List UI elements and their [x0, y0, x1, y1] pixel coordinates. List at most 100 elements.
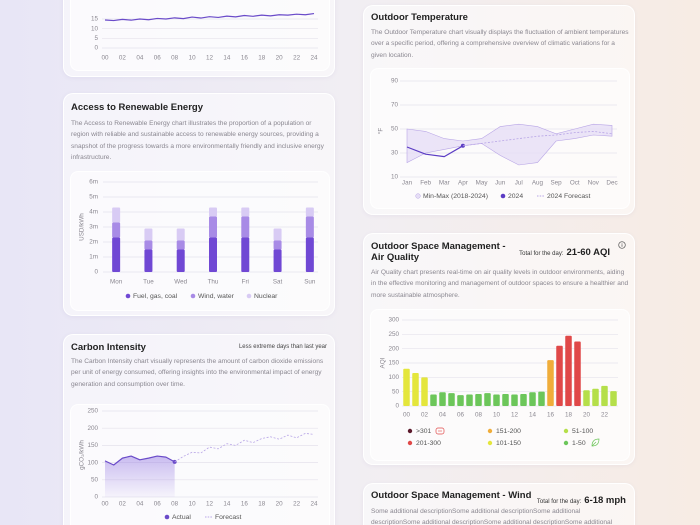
x-tick-label: 16 [241, 501, 249, 508]
x-tick-label: Wed [174, 279, 187, 286]
mask-icon [435, 427, 445, 435]
x-tick-label: 22 [293, 501, 301, 508]
x-tick-label: Sat [273, 279, 283, 286]
daily-total: Total for the day: 21-60 AQI [519, 242, 610, 260]
x-tick-label: May [476, 180, 489, 187]
bar [520, 393, 527, 406]
legend-swatch [487, 428, 493, 434]
bar-segment [112, 222, 121, 238]
x-tick-label: 08 [171, 55, 179, 62]
x-tick-label: Sep [550, 180, 562, 187]
bar-segment [209, 207, 217, 217]
bar [565, 335, 572, 406]
info-dot[interactable] [621, 242, 623, 244]
legend-swatch [563, 440, 569, 446]
x-tick-label: 18 [258, 55, 266, 62]
x-tick-label: 04 [136, 501, 144, 508]
bar-segment [241, 216, 250, 238]
x-tick-label: 12 [206, 501, 214, 508]
x-tick-label: 02 [421, 412, 429, 419]
y-tick-label: 50 [391, 126, 399, 133]
info-circle[interactable] [618, 241, 626, 249]
bar-segment [144, 240, 153, 250]
bar [583, 390, 590, 406]
mask-shape [435, 427, 445, 435]
x-tick-label: 20 [276, 55, 284, 62]
x-tick-label: Jun [495, 180, 506, 187]
card-description: The Outdoor Temperature chart visually d… [371, 29, 629, 59]
y-tick-label: 0 [395, 403, 399, 410]
y-axis-label: gCO₂/kWh [79, 440, 86, 470]
bar-segment [176, 240, 185, 250]
legend-swatch [407, 440, 413, 446]
y-tick-label: 0 [94, 45, 98, 52]
bar [412, 373, 419, 406]
bar [475, 393, 482, 406]
y-tick-label: 30 [391, 150, 399, 157]
x-tick-label: 14 [223, 55, 231, 62]
bar [457, 395, 464, 406]
legend-label: 151-200 [496, 428, 521, 435]
x-tick-label: Dec [606, 180, 617, 187]
legend-swatch [125, 293, 131, 299]
bar-segment [209, 237, 217, 272]
x-tick-label: 24 [310, 501, 318, 508]
x-tick-label: 02 [119, 55, 127, 62]
x-tick-label: Tue [143, 279, 154, 286]
x-tick-label: 10 [189, 55, 197, 62]
legend-label: 51-100 [572, 428, 593, 435]
bar [529, 392, 536, 406]
x-tick-label: 00 [403, 412, 411, 419]
bar-segment [305, 216, 314, 238]
chart-panel [70, 0, 330, 71]
y-tick-label: 15 [91, 16, 99, 23]
bar [448, 393, 455, 406]
x-tick-label: 20 [276, 501, 284, 508]
y-tick-label: 150 [388, 360, 399, 367]
bar [439, 392, 446, 406]
card: Outdoor Temperature The Outdoor Temperat… [363, 5, 635, 215]
bar-segment [241, 207, 250, 217]
bar [430, 394, 437, 406]
bar-segment [144, 228, 153, 241]
bar-segment [176, 249, 185, 272]
x-tick-label: 14 [223, 501, 231, 508]
x-tick-label: Fri [242, 279, 249, 286]
x-tick-label: 10 [189, 501, 197, 508]
x-tick-label: 06 [154, 501, 162, 508]
y-tick-label: 50 [91, 476, 99, 483]
x-tick-label: 08 [171, 501, 179, 508]
legend-label: Fuel, gas, coal [133, 293, 178, 300]
legend-label: 201-300 [416, 440, 441, 447]
x-tick-label: Apr [458, 180, 468, 187]
bar [466, 394, 473, 406]
legend-swatch [246, 293, 252, 299]
legend-swatch [563, 428, 569, 434]
x-tick-label: 18 [565, 412, 573, 419]
legend-label: >301 [416, 428, 432, 435]
bar-segment [305, 207, 314, 217]
legend-swatch [487, 440, 493, 446]
legend-swatch [415, 193, 421, 199]
line [174, 432, 315, 463]
y-tick-label: 50 [392, 388, 400, 395]
y-tick-label: 300 [388, 317, 399, 324]
x-tick-label: 00 [101, 55, 109, 62]
card: Access to Renewable Energy The Access to… [63, 93, 335, 316]
x-tick-label: 12 [511, 412, 519, 419]
y-tick-label: 0 [94, 494, 98, 501]
x-tick-label: 18 [258, 501, 266, 508]
card-description: Some additional descriptionSome addition… [371, 508, 613, 525]
card-title: Outdoor Temperature [371, 12, 468, 23]
area-fill [105, 456, 175, 497]
y-tick-label: 150 [87, 442, 98, 449]
x-tick-label: 08 [475, 412, 483, 419]
info-icon[interactable] [618, 241, 626, 249]
y-axis-label: AQI [380, 357, 387, 368]
y-tick-label: 5 [94, 35, 98, 42]
total-value: 6-18 mph [584, 495, 626, 506]
bar [556, 345, 563, 406]
card-annotation: Less extreme days than last year [238, 344, 327, 350]
